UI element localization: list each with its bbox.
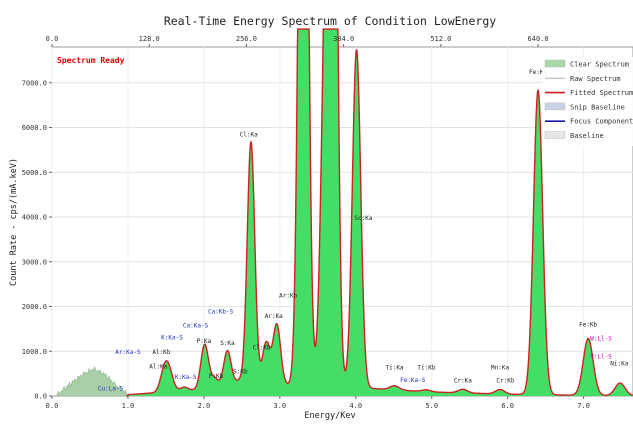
peak-label: Ca:Kb-S (208, 309, 234, 316)
y-tick-label: 1000.0 (22, 348, 47, 356)
legend-swatch (544, 102, 566, 111)
peak-label: S:Kb (233, 369, 248, 376)
y-tick-label: 2000.0 (22, 303, 47, 311)
peak-label: Al:Kb (152, 349, 170, 356)
top-tick-label: 128.0 (139, 35, 160, 43)
x-tick-label: 6.0 (501, 402, 514, 410)
y-tick-label: 7000.0 (22, 79, 47, 87)
top-tick-label: 384.0 (333, 35, 354, 43)
top-axis-ticks: 0.0 128.0 256.0 384.0 512.0 640.0 (46, 35, 549, 47)
legend-label: Baseline (570, 132, 604, 140)
peak-label: Cr:Kb (496, 378, 514, 385)
peak-label: K:Ka-S (161, 335, 183, 342)
x-axis-label: Energy/Kev (304, 411, 355, 421)
y-tick-label: 4000.0 (22, 214, 47, 222)
peak-label: Al:Ka (149, 363, 167, 370)
peak-label: S:Ka (220, 340, 235, 347)
peak-label: Ar:Ka (265, 313, 283, 320)
peak-label: Ni:Ka (610, 361, 628, 368)
legend-swatch (544, 59, 566, 68)
x-tick-label: 7.0 (577, 402, 590, 410)
noise-area (55, 365, 133, 397)
x-axis-ticks: 0.0 1.0 2.0 3.0 4.0 5.0 6.0 7.0 (46, 396, 590, 410)
peak-label: Ca:Ka-S (183, 323, 209, 330)
legend-label: Clear Spectrum (570, 61, 629, 69)
peak-label: P:Ka (197, 338, 212, 345)
peak-label: Cr:Ka (454, 378, 472, 385)
y-axis-ticks: 0.0 1000.0 2000.0 3000.0 4000.0 5000.0 6000.0 7… (22, 79, 52, 401)
y-tick-label: 5000.0 (22, 169, 47, 177)
top-tick-label: 512.0 (430, 35, 451, 43)
x-tick-label: 3.0 (274, 402, 287, 410)
peak-label: Ti:Ka (385, 365, 403, 372)
x-tick-label: 2.0 (198, 402, 211, 410)
peak-label: Fe:Kb (579, 322, 597, 329)
legend[interactable]: Clear Spectrum Raw Spectrum Fitted Spectru… (542, 57, 633, 146)
fitted-spectrum-line (126, 28, 633, 397)
peak-label: Ti:Kb (417, 365, 435, 372)
y-tick-label: 6000.0 (22, 124, 47, 132)
peak-label: P:Kb (209, 373, 224, 380)
y-axis-label: Count Rate - cps/(mA.keV) (9, 158, 19, 286)
peak-label: Fe:Ka-S (400, 377, 426, 384)
x-tick-label: 5.0 (425, 402, 438, 410)
peak-label: Sc:Ka (354, 215, 372, 222)
top-tick-label: 640.0 (528, 35, 549, 43)
legend-label: Raw Spectrum (570, 75, 621, 83)
x-tick-label: 4.0 (349, 402, 362, 410)
spectrum-area (126, 29, 633, 396)
legend-box (542, 57, 633, 146)
peak-label: Mn:Ka (491, 365, 509, 372)
peak-label: V:Ll-S (590, 353, 612, 360)
peak-annotations: Cu:La-SAr:Ka-S Al:KbAl:KaK:Ka-SK:Ka-SCa:K… (98, 69, 629, 393)
peak-label: Ar:Kb (279, 293, 297, 300)
peak-label: K:Ka-S (175, 374, 197, 381)
x-tick-label: 0.0 (46, 402, 59, 410)
fitted-line (126, 28, 633, 397)
top-tick-label: 256.0 (236, 35, 257, 43)
spectrum-fill (126, 29, 633, 396)
legend-label: Focus Component (570, 118, 633, 126)
peak-label: Ar:Ka-S (115, 349, 141, 356)
legend-swatch (544, 131, 566, 139)
peak-label: Cl:Kb (253, 344, 271, 351)
peak-label: W:Ll-S (590, 336, 612, 343)
low-energy-noise (55, 365, 133, 397)
status-text: Spectrum Ready (57, 56, 125, 65)
y-tick-label: 0.0 (34, 393, 47, 401)
peak-label: Fe:Ka (529, 69, 547, 76)
legend-label: Fitted Spectrum (570, 89, 633, 97)
top-tick-label: 0.0 (46, 35, 59, 43)
legend-label: Snip Baseline (570, 103, 625, 111)
peak-label: Cu:La-S (98, 386, 124, 393)
chart-title: Real-Time Energy Spectrum of Condition L… (164, 14, 496, 28)
x-tick-label: 1.0 (122, 402, 135, 410)
peak-label: Cl:Ka (240, 131, 258, 138)
y-tick-label: 3000.0 (22, 258, 47, 266)
